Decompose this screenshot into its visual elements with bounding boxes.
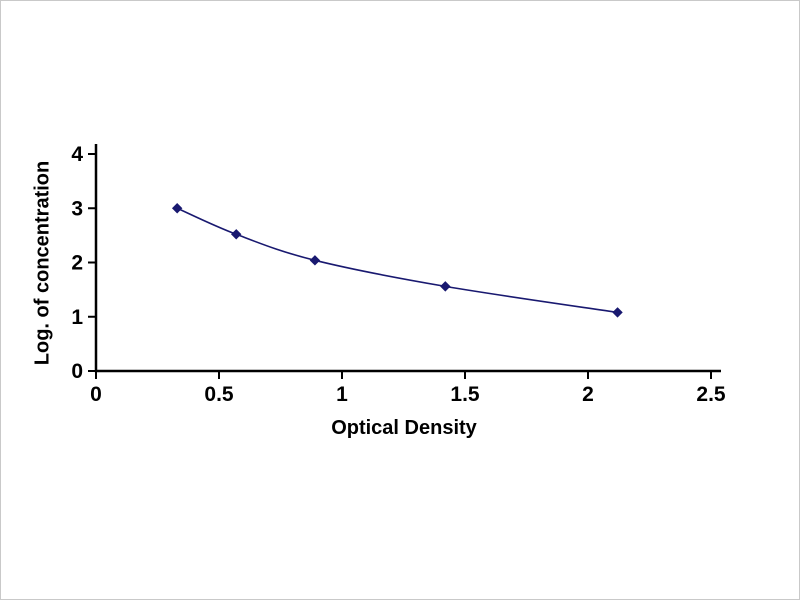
x-axis-label: Optical Density — [331, 417, 477, 439]
y-tick-label: 4 — [71, 143, 83, 166]
x-tick-label: 2 — [582, 383, 594, 406]
data-point-marker — [231, 229, 242, 240]
x-tick-label: 1.5 — [450, 383, 480, 406]
x-tick-label: 0 — [90, 383, 102, 406]
data-point-marker — [612, 307, 623, 318]
axes-line — [94, 144, 721, 373]
data-point-marker — [171, 203, 183, 214]
x-tick-label: 2.5 — [696, 383, 726, 406]
x-tick-label: 1 — [336, 383, 348, 406]
data-point-marker — [309, 255, 321, 266]
x-tick-label: 0.5 — [204, 383, 234, 406]
standard-curve-line — [176, 207, 618, 314]
y-tick-label: 1 — [71, 306, 83, 329]
y-tick-label: 2 — [71, 252, 83, 275]
y-tick-label: 0 — [71, 360, 83, 383]
y-tick-label: 3 — [71, 197, 83, 220]
data-point-marker — [440, 281, 451, 292]
